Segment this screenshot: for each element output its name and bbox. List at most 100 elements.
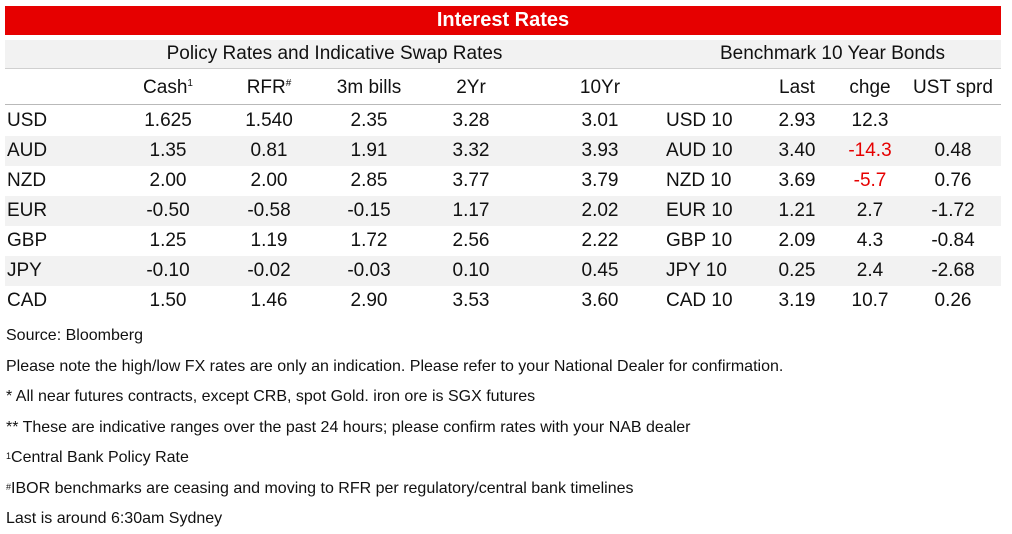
- table-row-eur: EUR -0.50 -0.58 -0.15 1.17 2.02 EUR 10 1…: [5, 196, 1001, 226]
- bills-3m-cell: -0.03: [347, 260, 391, 281]
- bond-name-cell: JPY 10: [666, 260, 727, 281]
- central-bank-note: 1Central Bank Policy Rate: [6, 448, 189, 468]
- row-currency: AUD: [7, 140, 48, 161]
- cash-rate-cell: 1.50: [149, 290, 187, 311]
- bond-chge-cell: 12.3: [851, 110, 889, 131]
- column-header-chge: chge: [849, 77, 891, 98]
- ust-sprd-cell: -1.72: [931, 200, 975, 221]
- ust-sprd-cell: -0.84: [931, 230, 975, 251]
- bond-name-cell: CAD 10: [666, 290, 733, 311]
- swap-2yr-cell: 3.28: [452, 110, 490, 131]
- column-header-3m-bills: 3m bills: [336, 77, 402, 98]
- bond-name-cell: EUR 10: [666, 200, 733, 221]
- table-row-cad: CAD 1.50 1.46 2.90 3.53 3.60 CAD 10 3.19…: [5, 286, 1001, 316]
- bond-chge-cell: 10.7: [851, 290, 889, 311]
- bond-last-cell: 0.25: [778, 260, 816, 281]
- ust-sprd-cell: [905, 106, 1001, 136]
- last-time-note: Last is around 6:30am Sydney: [6, 510, 223, 527]
- swap-10yr-cell: 2.22: [581, 230, 619, 251]
- table-row-nzd: NZD 2.00 2.00 2.85 3.77 3.79 NZD 10 3.69…: [5, 166, 1001, 196]
- central-bank-note-text: Central Bank Policy Rate: [11, 449, 189, 466]
- swap-2yr-cell: 1.17: [452, 200, 490, 221]
- column-header-10yr: 10Yr: [579, 77, 621, 98]
- column-header-rfr: RFR#: [219, 72, 319, 104]
- rfr-cell: -0.02: [247, 260, 291, 281]
- row-currency: NZD: [7, 170, 47, 191]
- swap-10yr-cell: 2.02: [581, 200, 619, 221]
- swap-2yr-cell: 0.10: [452, 260, 490, 281]
- row-currency: GBP: [7, 230, 48, 251]
- swap-10yr-cell: 3.93: [581, 140, 619, 161]
- table-title: Interest Rates: [5, 6, 1001, 35]
- bond-last-cell: 2.09: [778, 230, 816, 251]
- row-currency: CAD: [7, 290, 48, 311]
- table-row-usd: USD 1.625 1.540 2.35 3.28 3.01 USD 10 2.…: [5, 106, 1001, 136]
- row-currency: EUR: [7, 200, 48, 221]
- group-header-benchmark-bonds: Benchmark 10 Year Bonds: [664, 40, 1001, 69]
- bond-last-cell: 3.19: [778, 290, 816, 311]
- column-header-rfr-label: RFR: [246, 77, 286, 98]
- column-header-cash-label: Cash: [143, 77, 188, 98]
- bond-last-cell: 2.93: [778, 110, 816, 131]
- bond-name-cell: USD 10: [666, 110, 733, 131]
- rfr-cell: 1.46: [250, 290, 288, 311]
- bills-3m-cell: 2.35: [350, 110, 388, 131]
- bond-name-cell: GBP 10: [666, 230, 733, 251]
- swap-2yr-cell: 3.77: [452, 170, 490, 191]
- column-header-2yr: 2Yr: [456, 77, 486, 98]
- bills-3m-cell: -0.15: [347, 200, 391, 221]
- ibor-note: #IBOR benchmarks are ceasing and moving …: [6, 479, 634, 499]
- column-header-last: Last: [779, 77, 815, 98]
- group-header-policy-rates: Policy Rates and Indicative Swap Rates: [5, 40, 664, 69]
- rfr-cell: 1.19: [250, 230, 288, 251]
- rfr-cell: 0.81: [250, 140, 288, 161]
- bond-chge-cell: -14.3: [848, 140, 892, 161]
- bills-3m-cell: 1.91: [350, 140, 388, 161]
- rfr-cell: 2.00: [250, 170, 288, 191]
- ibor-note-text: IBOR benchmarks are ceasing and moving t…: [11, 480, 634, 497]
- ust-sprd-cell: 0.48: [934, 140, 972, 161]
- swap-2yr-cell: 3.53: [452, 290, 490, 311]
- swap-10yr-cell: 3.01: [581, 110, 619, 131]
- central-bank-note-marker: 1: [6, 451, 12, 461]
- row-currency: JPY: [7, 260, 42, 281]
- table-row-gbp: GBP 1.25 1.19 1.72 2.56 2.22 GBP 10 2.09…: [5, 226, 1001, 256]
- ibor-note-marker: #: [6, 482, 12, 492]
- bond-chge-cell: 4.3: [856, 230, 884, 251]
- cash-footnote-marker: 1: [187, 78, 193, 89]
- swap-2yr-cell: 3.32: [452, 140, 490, 161]
- swap-10yr-cell: 3.79: [581, 170, 619, 191]
- swap-2yr-cell: 2.56: [452, 230, 490, 251]
- cash-rate-cell: -0.10: [146, 260, 190, 281]
- bond-name-cell: AUD 10: [666, 140, 733, 161]
- ranges-note: ** These are indicative ranges over the …: [6, 419, 691, 436]
- rfr-cell: -0.58: [247, 200, 291, 221]
- bond-last-cell: 1.21: [778, 200, 816, 221]
- source-note: Source: Bloomberg: [6, 327, 143, 344]
- bills-3m-cell: 2.90: [350, 290, 388, 311]
- bond-chge-cell: -5.7: [853, 170, 887, 191]
- cash-rate-cell: 1.625: [144, 110, 192, 131]
- column-header-ust-sprd: UST sprd: [913, 77, 993, 98]
- table-row-jpy: JPY -0.10 -0.02 -0.03 0.10 0.45 JPY 10 0…: [5, 256, 1001, 286]
- table-row-aud: AUD 1.35 0.81 1.91 3.32 3.93 AUD 10 3.40…: [5, 136, 1001, 166]
- bills-3m-cell: 2.85: [350, 170, 388, 191]
- cash-rate-cell: 2.00: [149, 170, 187, 191]
- ust-sprd-cell: 0.26: [934, 290, 972, 311]
- futures-note: * All near futures contracts, except CRB…: [6, 388, 536, 405]
- cash-rate-cell: 1.25: [149, 230, 187, 251]
- bond-last-cell: 3.69: [778, 170, 816, 191]
- swap-10yr-cell: 0.45: [581, 260, 619, 281]
- ust-sprd-cell: -2.68: [931, 260, 975, 281]
- rfr-footnote-marker: #: [285, 78, 292, 89]
- column-header-row: Cash1 RFR# 3m bills 2Yr 10Yr Last chge U…: [5, 72, 1001, 105]
- bills-3m-cell: 1.72: [350, 230, 388, 251]
- cash-rate-cell: 1.35: [149, 140, 187, 161]
- bond-chge-cell: 2.4: [856, 260, 884, 281]
- column-header-cash: Cash1: [118, 72, 218, 104]
- row-currency: USD: [7, 110, 48, 131]
- ust-sprd-cell: 0.76: [934, 170, 972, 191]
- fx-disclaimer-note: Please note the high/low FX rates are on…: [6, 358, 784, 375]
- cash-rate-cell: -0.50: [146, 200, 190, 221]
- swap-10yr-cell: 3.60: [581, 290, 619, 311]
